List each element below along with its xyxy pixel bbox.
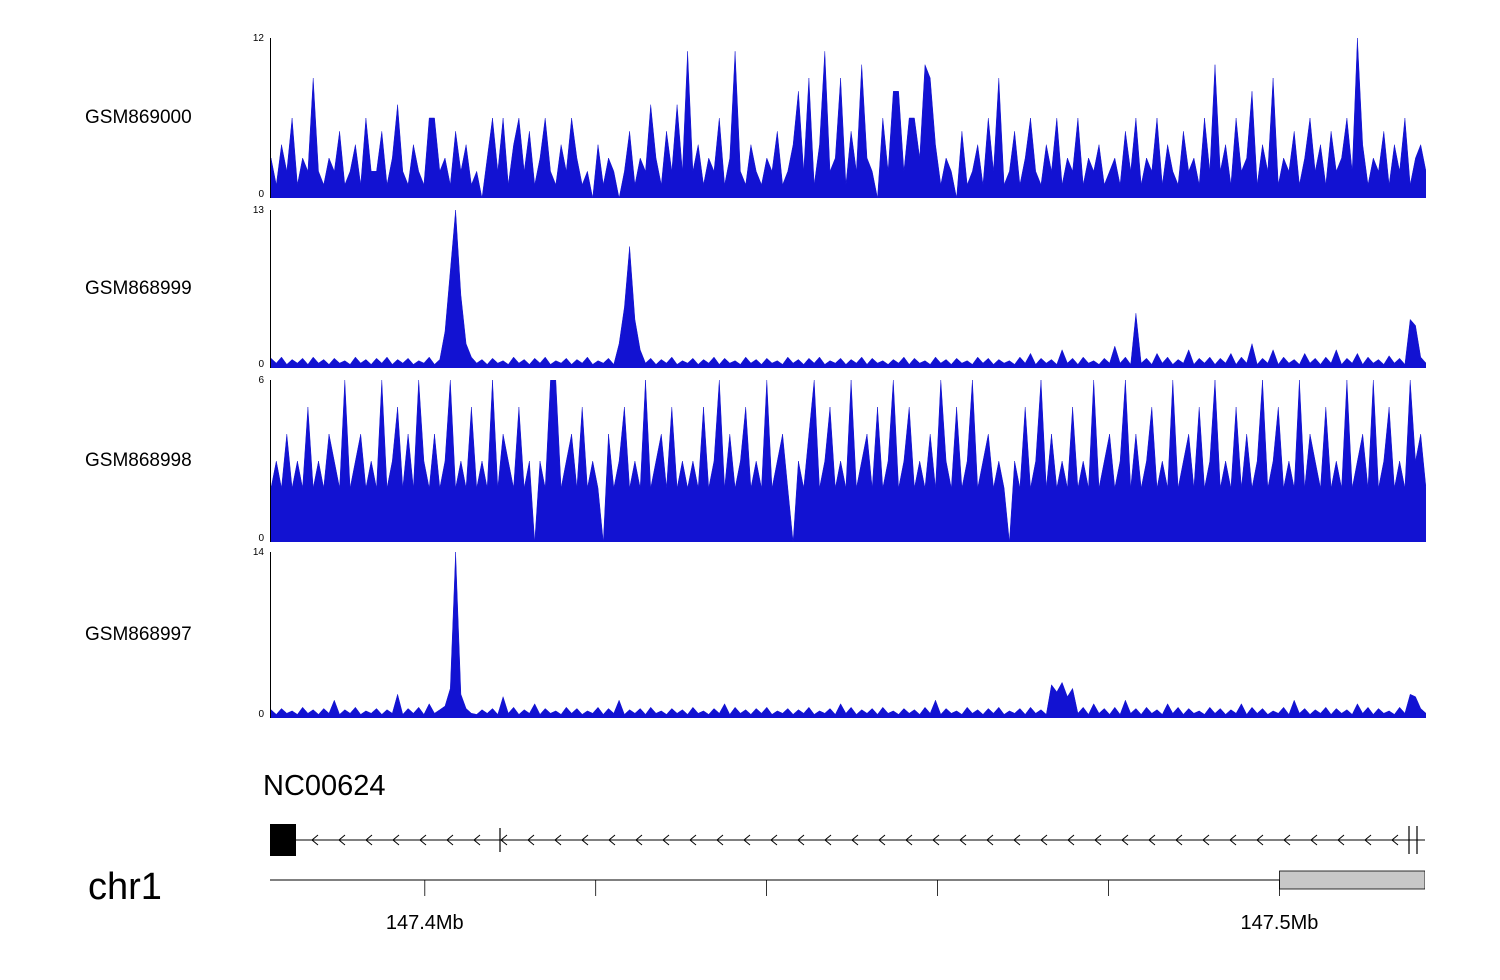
left-arrow-icon: [1391, 834, 1399, 846]
left-arrow-icon: [338, 834, 346, 846]
y-axis-zero-label: 0: [258, 533, 264, 544]
left-arrow-icon: [905, 834, 913, 846]
left-arrow-icon: [635, 834, 643, 846]
track-row: GSM868999 13 0: [0, 206, 1500, 370]
left-arrow-icon: [446, 834, 454, 846]
left-arrow-icon: [932, 834, 940, 846]
coverage-signal: [271, 552, 1426, 718]
left-arrow-icon: [1094, 834, 1102, 846]
left-arrow-icon: [1364, 834, 1372, 846]
left-arrow-icon: [554, 834, 562, 846]
left-arrow-icon: [1256, 834, 1264, 846]
left-arrow-icon: [1121, 834, 1129, 846]
left-arrow-icon: [419, 834, 427, 846]
track-row: GSM869000 12 0: [0, 34, 1500, 200]
coverage-signal: [271, 210, 1426, 368]
left-arrow-icon: [1067, 834, 1075, 846]
left-arrow-icon: [500, 834, 508, 846]
left-arrow-icon: [1202, 834, 1210, 846]
y-axis-max-label: 12: [252, 33, 264, 44]
track-row: GSM868998 6 0: [0, 376, 1500, 544]
track-label: GSM868998: [85, 450, 192, 471]
left-arrow-icon: [473, 834, 481, 846]
left-arrow-icon: [311, 834, 319, 846]
left-arrow-icon: [1148, 834, 1156, 846]
left-arrow-icon: [1040, 834, 1048, 846]
left-arrow-icon: [878, 834, 886, 846]
track-plot: 14 0: [253, 548, 1426, 720]
coverage-area: [271, 210, 1426, 368]
track-plot: 13 0: [253, 206, 1426, 370]
left-arrow-icon: [608, 834, 616, 846]
coverage-area: [271, 380, 1426, 542]
coverage-area: [271, 552, 1426, 718]
y-axis-max-label: 6: [258, 375, 264, 386]
coverage-signal: [271, 38, 1426, 198]
chromosome-name: chr1: [88, 866, 162, 908]
coverage-signal: [271, 380, 1426, 542]
axis-tick-label: 147.4Mb: [385, 912, 464, 934]
track-label: GSM868997: [85, 624, 192, 645]
highlighted-region: [1279, 870, 1425, 890]
left-arrow-icon: [527, 834, 535, 846]
left-arrow-icon: [1337, 834, 1345, 846]
left-arrow-icon: [1229, 834, 1237, 846]
left-arrow-icon: [716, 834, 724, 846]
left-arrow-icon: [1013, 834, 1021, 846]
track-label: GSM868999: [85, 278, 192, 299]
strand-arrows: [311, 834, 1399, 846]
gene-exon-box: [270, 824, 296, 856]
left-arrow-icon: [392, 834, 400, 846]
left-arrow-icon: [851, 834, 859, 846]
track-plot: 12 0: [253, 34, 1426, 200]
coverage-area: [271, 38, 1426, 198]
y-axis-zero-label: 0: [258, 359, 264, 370]
left-arrow-icon: [365, 834, 373, 846]
left-arrow-icon: [689, 834, 697, 846]
left-arrow-icon: [986, 834, 994, 846]
left-arrow-icon: [1310, 834, 1318, 846]
left-arrow-icon: [824, 834, 832, 846]
left-arrow-icon: [770, 834, 778, 846]
track-label: GSM869000: [85, 107, 192, 128]
y-axis-max-label: 14: [252, 547, 264, 558]
axis-tick-label: 147.5Mb: [1240, 912, 1319, 934]
gene-exon-ticks: [499, 826, 1418, 854]
left-arrow-icon: [743, 834, 751, 846]
axis-ticks: [424, 880, 1280, 896]
left-arrow-icon: [959, 834, 967, 846]
y-axis-zero-label: 0: [258, 189, 264, 200]
chromosome-ruler: [270, 870, 1425, 896]
left-arrow-icon: [1283, 834, 1291, 846]
left-arrow-icon: [662, 834, 670, 846]
y-axis-zero-label: 0: [258, 709, 264, 720]
gene-name-label: NC00624: [263, 770, 386, 802]
left-arrow-icon: [581, 834, 589, 846]
track-row: GSM868997 14 0: [0, 548, 1500, 720]
gene-model: [270, 824, 1425, 856]
left-arrow-icon: [797, 834, 805, 846]
left-arrow-icon: [1175, 834, 1183, 846]
y-axis-max-label: 13: [252, 205, 264, 216]
